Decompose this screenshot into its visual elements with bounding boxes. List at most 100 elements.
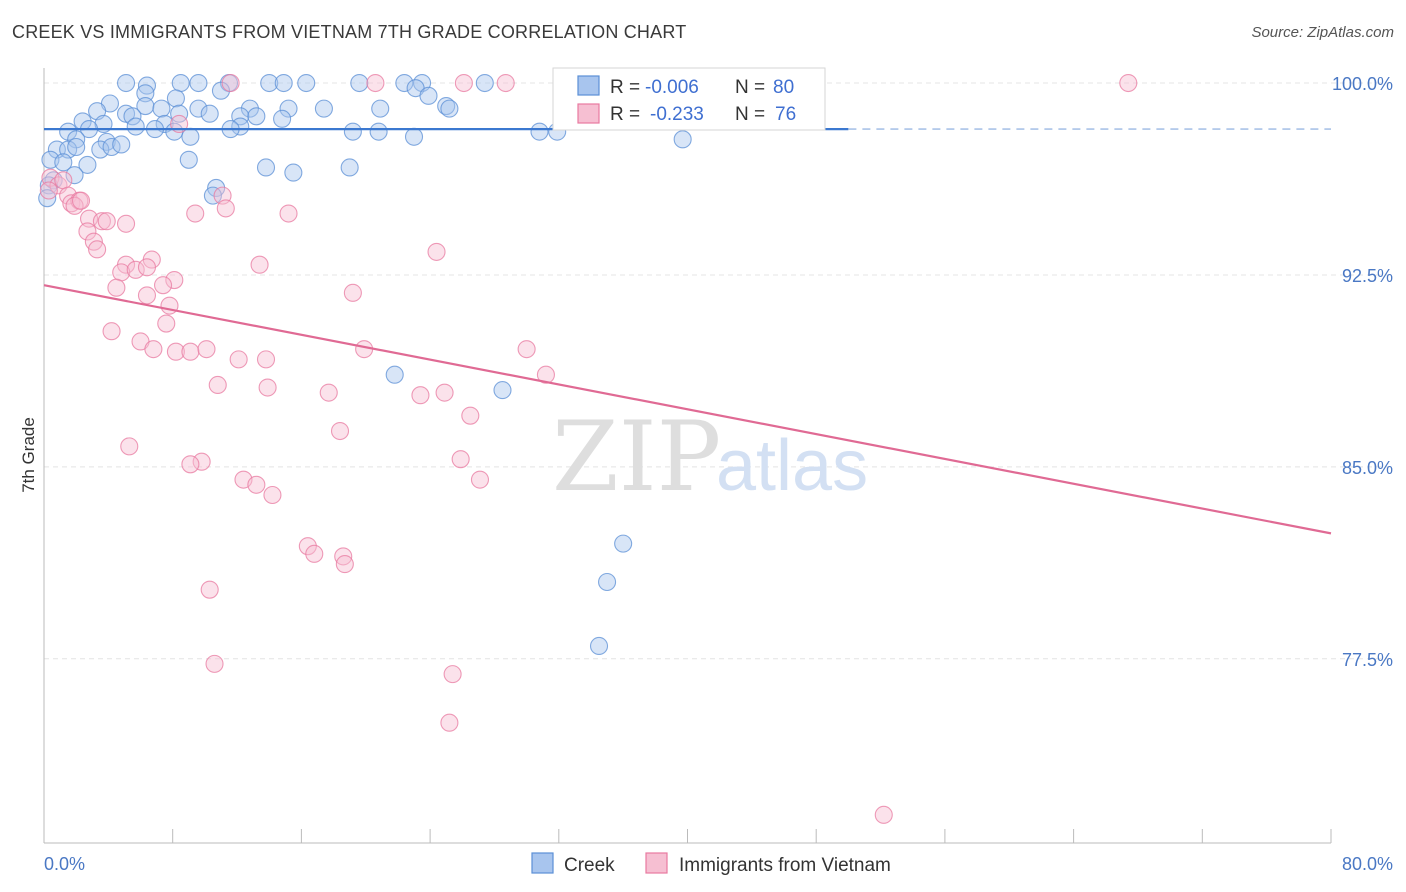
x-tick-label-min: 0.0% (44, 854, 85, 874)
creek-point (91, 140, 110, 159)
creek-point (189, 73, 208, 93)
vietnam-point (107, 278, 126, 297)
creek-point (166, 89, 185, 108)
vietnam-point (443, 665, 462, 684)
vietnam-point (78, 222, 97, 241)
vietnam-point (319, 383, 338, 402)
vietnam-point (536, 365, 555, 384)
creek-point (200, 104, 219, 123)
vietnam-point (92, 212, 111, 231)
vietnam-point (205, 654, 224, 673)
vietnam-point (116, 214, 136, 233)
legend-r-label-creek: R = (610, 77, 640, 98)
creek-point (116, 73, 136, 93)
creek-point (297, 73, 316, 93)
vietnam-point (298, 537, 317, 556)
vietnam-point (461, 406, 480, 425)
vietnam-point (186, 204, 205, 223)
vietnam-point (166, 342, 185, 361)
vietnam-point (247, 475, 266, 494)
creek-point (189, 99, 208, 118)
chart-title: CREEK VS IMMIGRANTS FROM VIETNAM 7TH GRA… (12, 22, 687, 42)
vietnam-point (208, 375, 227, 395)
y-tick-label: 85.0% (1342, 458, 1393, 478)
vietnam-point (411, 386, 430, 405)
creek-point (231, 107, 250, 126)
vietnam-point (454, 73, 473, 93)
bottom-legend-swatch-creek (531, 852, 554, 874)
vietnam-point (97, 212, 116, 231)
creek-point (440, 99, 459, 118)
vietnam-point (216, 199, 235, 218)
vietnam-point (470, 470, 490, 489)
creek-point (673, 130, 692, 149)
vietnam-point (192, 452, 211, 471)
vietnam-point (221, 73, 240, 93)
vietnam-point (496, 73, 515, 93)
legend-r-value-vietnam: -0.233 (650, 104, 704, 125)
vietnam-point (305, 544, 324, 563)
watermark: ZIP atlas (552, 401, 868, 513)
vietnam-point (71, 191, 91, 210)
vietnam-point (137, 258, 157, 277)
y-tick-label: 77.5% (1342, 650, 1393, 670)
creek-point (404, 127, 424, 146)
legend-n-label-vietnam: N = (735, 104, 765, 125)
y-tick-labels: 100.0% 92.5% 85.0% 77.5% (1332, 74, 1393, 670)
creek-point (78, 155, 97, 174)
creek-point (67, 137, 86, 157)
y-tick-label: 100.0% (1332, 74, 1393, 94)
vietnam-point (1119, 73, 1138, 93)
vietnam-point (102, 322, 121, 341)
creek-point (260, 73, 279, 93)
creek-point (530, 122, 549, 141)
vietnam-point (120, 437, 139, 456)
creek-point (256, 158, 276, 177)
creek-point (343, 122, 362, 141)
vietnam-point (144, 340, 163, 359)
vietnam-point (451, 450, 470, 469)
creek-point (279, 99, 298, 118)
vietnam-point (343, 283, 362, 302)
creek-point (371, 99, 390, 118)
creek-point (589, 636, 609, 656)
creek-point (44, 171, 63, 190)
vietnam-point (165, 271, 184, 290)
legend-n-label-creek: N = (735, 77, 765, 98)
vietnam-point (197, 340, 216, 359)
vietnam-point (181, 455, 200, 474)
creek-point (419, 86, 438, 105)
vietnam-point (279, 204, 298, 223)
vietnam-point (435, 383, 454, 402)
legend-box: R = -0.006 N = 80 R = -0.233 N = 76 (552, 67, 826, 131)
vietnam-point (334, 547, 353, 566)
creek-point (247, 107, 266, 126)
creek-point (137, 76, 157, 95)
creek-point (211, 81, 231, 100)
legend-swatch-creek (577, 75, 600, 96)
vietnam-point (137, 286, 157, 305)
creek-point (340, 158, 359, 177)
vietnam-point (54, 171, 73, 190)
vietnam-point (427, 242, 446, 261)
vietnam-point (229, 350, 248, 369)
vietnam-point (258, 378, 277, 397)
creek-point (614, 534, 633, 553)
vietnam-point (366, 73, 385, 93)
vietnam-point (126, 260, 145, 279)
creek-point (240, 99, 259, 118)
legend-r-label-vietnam: R = (610, 104, 640, 125)
bottom-legend-swatch-vietnam (645, 852, 668, 874)
creek-point (171, 73, 190, 93)
vietnam-point (517, 340, 536, 359)
vietnam-point (256, 350, 276, 369)
vietnam-point (153, 276, 173, 295)
creek-point (369, 122, 388, 141)
creek-point (38, 189, 57, 208)
creek-point (395, 73, 414, 93)
creek-point (112, 135, 131, 154)
creek-point (97, 132, 116, 151)
creek-point (273, 109, 292, 128)
bottom-legend-label-vietnam: Immigrants from Vietnam (679, 855, 891, 876)
